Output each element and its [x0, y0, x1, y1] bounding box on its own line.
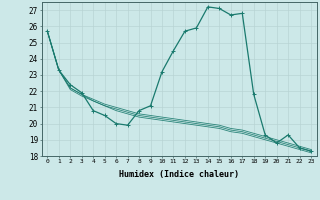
- X-axis label: Humidex (Indice chaleur): Humidex (Indice chaleur): [119, 170, 239, 179]
